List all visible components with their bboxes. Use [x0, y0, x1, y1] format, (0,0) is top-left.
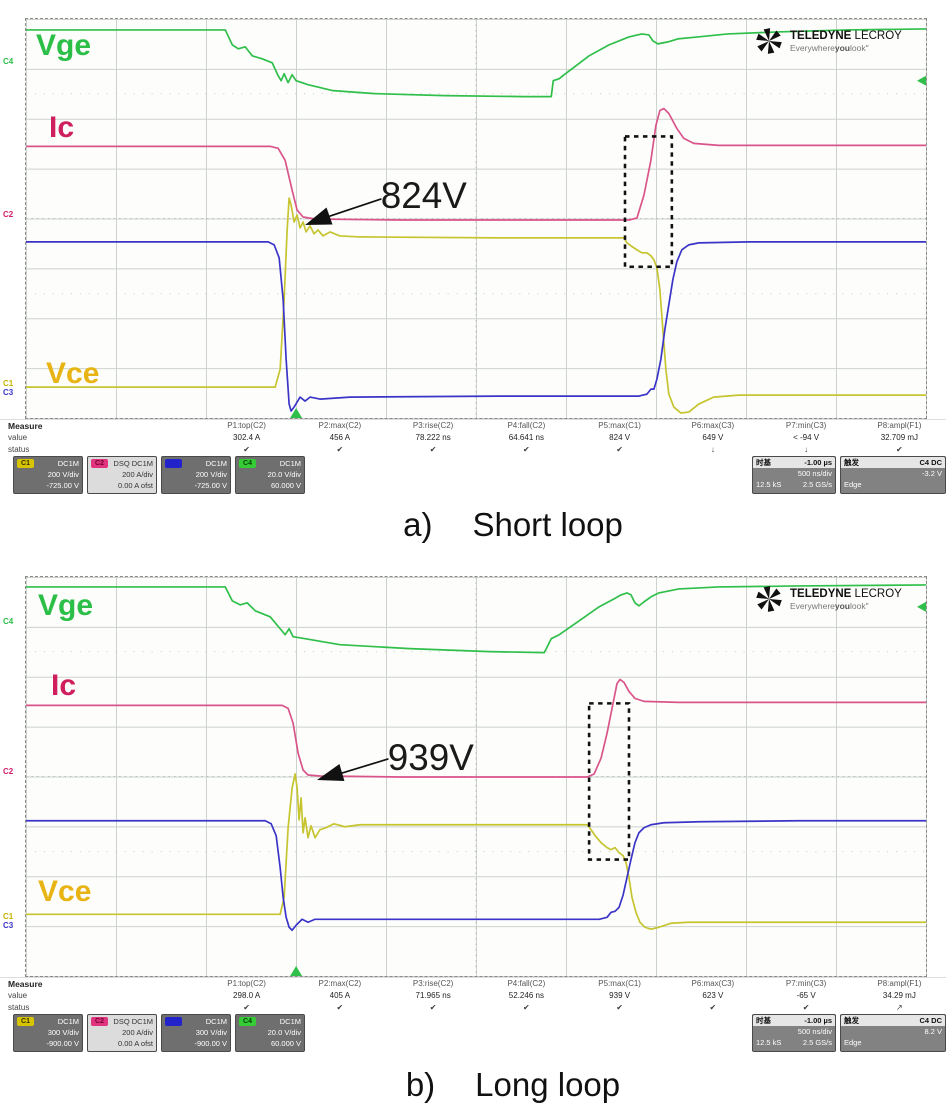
measure-column-p8[interactable]: P8:ampl(F1) 34.29 mJ ↗: [877, 979, 922, 1012]
c3-vce-trace: [26, 819, 926, 932]
measure-column-p6[interactable]: P6:max(C3) 649 V ↓: [691, 421, 735, 454]
trigger-level-marker[interactable]: [917, 75, 926, 86]
oscilloscope-capture-long-loop: C4 C2 C1 C3 939V Vge Ic Vce: [0, 576, 946, 1056]
annotation-arrow: [341, 758, 389, 774]
trigger-level-marker[interactable]: [917, 601, 926, 612]
ic-label: Ic: [51, 669, 77, 702]
value-row-label: value: [8, 433, 28, 442]
measure-column-p4[interactable]: P4:fall(C2) 64.641 ns ✔: [507, 421, 546, 454]
annotation-arrow: [329, 198, 382, 217]
ic-label: Ic: [49, 111, 75, 144]
measure-title: Measure: [8, 421, 43, 431]
vce-label: Vce: [46, 357, 100, 390]
measure-column-p3[interactable]: P3:rise(C2) 71.965 ns ✔: [412, 979, 454, 1012]
channel-marker-c2: C2: [3, 210, 14, 219]
channel-marker-c1: C1: [3, 912, 14, 921]
zoom-region-box: [587, 702, 631, 861]
measure-column-p7[interactable]: P7:min(C3) < -94 V ↓: [785, 421, 827, 454]
vce-trace: [26, 773, 926, 931]
channel-box-c3[interactable]: C3 DC1M 200 V/div -725.00 V: [161, 456, 231, 494]
teledyne-lecroy-logo: TELEDYNE LECROY Everywhereyoulook″: [754, 585, 926, 613]
timebase-box[interactable]: 时基 -1.00 µs 500 ns/div 12.5 kS 2.5 GS/s: [752, 456, 836, 494]
trigger-box[interactable]: 触发 C4 DC 8.2 V Edge: [840, 1014, 946, 1052]
channel-box-c2[interactable]: C2 DSQ DC1M 200 A/div 0.00 A ofst: [87, 1014, 157, 1052]
vge-label: Vge: [36, 29, 92, 62]
channel-bar-a: C1 DC1M 200 V/div -725.00 V C2 DSQ DC1M 20…: [0, 456, 946, 496]
teledyne-lecroy-logo: TELEDYNE LECROY Everywhereyoulook″: [754, 27, 926, 55]
vge-label: Vge: [38, 589, 94, 622]
channel-box-c1[interactable]: C1 DC1M 300 V/div -900.00 V: [13, 1014, 83, 1052]
ic-trace: [26, 678, 926, 778]
channel-marker-c3: C3: [3, 921, 14, 930]
brand-tagline: Everywhereyoulook″: [790, 600, 869, 611]
zoom-region-box: [623, 135, 674, 269]
vce-label: Vce: [38, 875, 92, 908]
measure-column-p8[interactable]: P8:ampl(F1) 32.709 mJ ✔: [877, 421, 922, 454]
channel-marker-c1: C1: [3, 379, 14, 388]
channel-box-c4[interactable]: C4 DC1M 20.0 V/div 60.000 V: [235, 456, 305, 494]
oscilloscope-capture-short-loop: C4 C2 C1 C3 824V Vge Ic Vce: [0, 18, 946, 498]
caption-short-loop: a) Short loop: [403, 506, 623, 543]
brand-tagline: Everywhereyoulook″: [790, 42, 869, 53]
c3-vce-trace: [26, 241, 926, 412]
vge-trace: [26, 28, 926, 98]
peak-voltage-annotation: 939V: [388, 737, 475, 778]
channel-box-c4[interactable]: C4 DC1M 20.0 V/div 60.000 V: [235, 1014, 305, 1052]
waveform-plot-a: 824V: [26, 19, 926, 418]
measure-column-p2[interactable]: P2:max(C2) 456 A ✔: [318, 421, 362, 454]
measure-column-p3[interactable]: P3:rise(C2) 78.222 ns ✔: [412, 421, 454, 454]
measure-row-labels: Measure value status: [0, 420, 200, 457]
teledyne-logo-icon: [755, 586, 783, 612]
measure-column-p1[interactable]: P1:top(C2) 302.4 A ✔: [227, 421, 266, 454]
peak-voltage-annotation: 824V: [381, 175, 468, 216]
channel-marker-c4: C4: [3, 57, 14, 66]
channel-box-c3[interactable]: C3 DC1M 300 V/div -900.00 V: [161, 1014, 231, 1052]
teledyne-logo-icon: [755, 28, 783, 54]
value-row-label: value: [8, 991, 28, 1000]
channel-bar-b: C1 DC1M 300 V/div -900.00 V C2 DSQ DC1M 20…: [0, 1014, 946, 1054]
annotation-arrowhead: [317, 764, 345, 781]
trigger-box[interactable]: 触发 C4 DC -3.2 V Edge: [840, 456, 946, 494]
ic-trace: [26, 107, 926, 221]
measure-column-p5[interactable]: P5:max(C1) 939 V ✔: [598, 979, 641, 1012]
measure-column-p5[interactable]: P5:max(C1) 824 V ✔: [598, 421, 641, 454]
scope-grid-a: 824V Vge Ic Vce TELEDYNE LECROY Everywhe…: [25, 18, 927, 419]
channel-marker-c3: C3: [3, 388, 14, 397]
brand-name: TELEDYNE LECROY: [790, 587, 902, 600]
timebase-box[interactable]: 时基 -1.00 µs 500 ns/div 12.5 kS 2.5 GS/s: [752, 1014, 836, 1052]
status-row-label: status: [8, 1003, 30, 1012]
caption-long-loop: b) Long loop: [405, 1066, 621, 1103]
measure-column-p4[interactable]: P4:fall(C2) 52.246 ns ✔: [507, 979, 546, 1012]
trigger-time-marker[interactable]: [290, 966, 303, 976]
channel-box-c1[interactable]: C1 DC1M 200 V/div -725.00 V: [13, 456, 83, 494]
status-row-label: status: [8, 445, 30, 454]
channel-box-c2[interactable]: C2 DSQ DC1M 200 A/div 0.00 A ofst: [87, 456, 157, 494]
measurement-table-b: Measure value status P1:top(C2) 298.0 A ✔ …: [0, 977, 946, 1015]
annotation-arrowhead: [305, 207, 333, 225]
measure-column-p7[interactable]: P7:min(C3) -65 V ✔: [785, 979, 827, 1012]
scope-grid-b: 939V Vge Ic Vce TELEDYNE LECROY Everywhe…: [25, 576, 927, 977]
measure-column-p6[interactable]: P6:max(C3) 623 V ✔: [691, 979, 735, 1012]
measure-title: Measure: [8, 979, 43, 989]
measure-row-labels: Measure value status: [0, 978, 200, 1015]
measurement-table-a: Measure value status P1:top(C2) 302.4 A ✔ …: [0, 419, 946, 457]
vge-trace: [26, 584, 926, 654]
measure-column-p1[interactable]: P1:top(C2) 298.0 A ✔: [227, 979, 266, 1012]
brand-name: TELEDYNE LECROY: [790, 29, 902, 42]
waveform-plot-b: 939V: [26, 577, 926, 976]
measure-column-p2[interactable]: P2:max(C2) 405 A ✔: [318, 979, 362, 1012]
trigger-time-marker[interactable]: [290, 408, 303, 418]
channel-marker-c4: C4: [3, 617, 14, 626]
channel-marker-c2: C2: [3, 767, 14, 776]
